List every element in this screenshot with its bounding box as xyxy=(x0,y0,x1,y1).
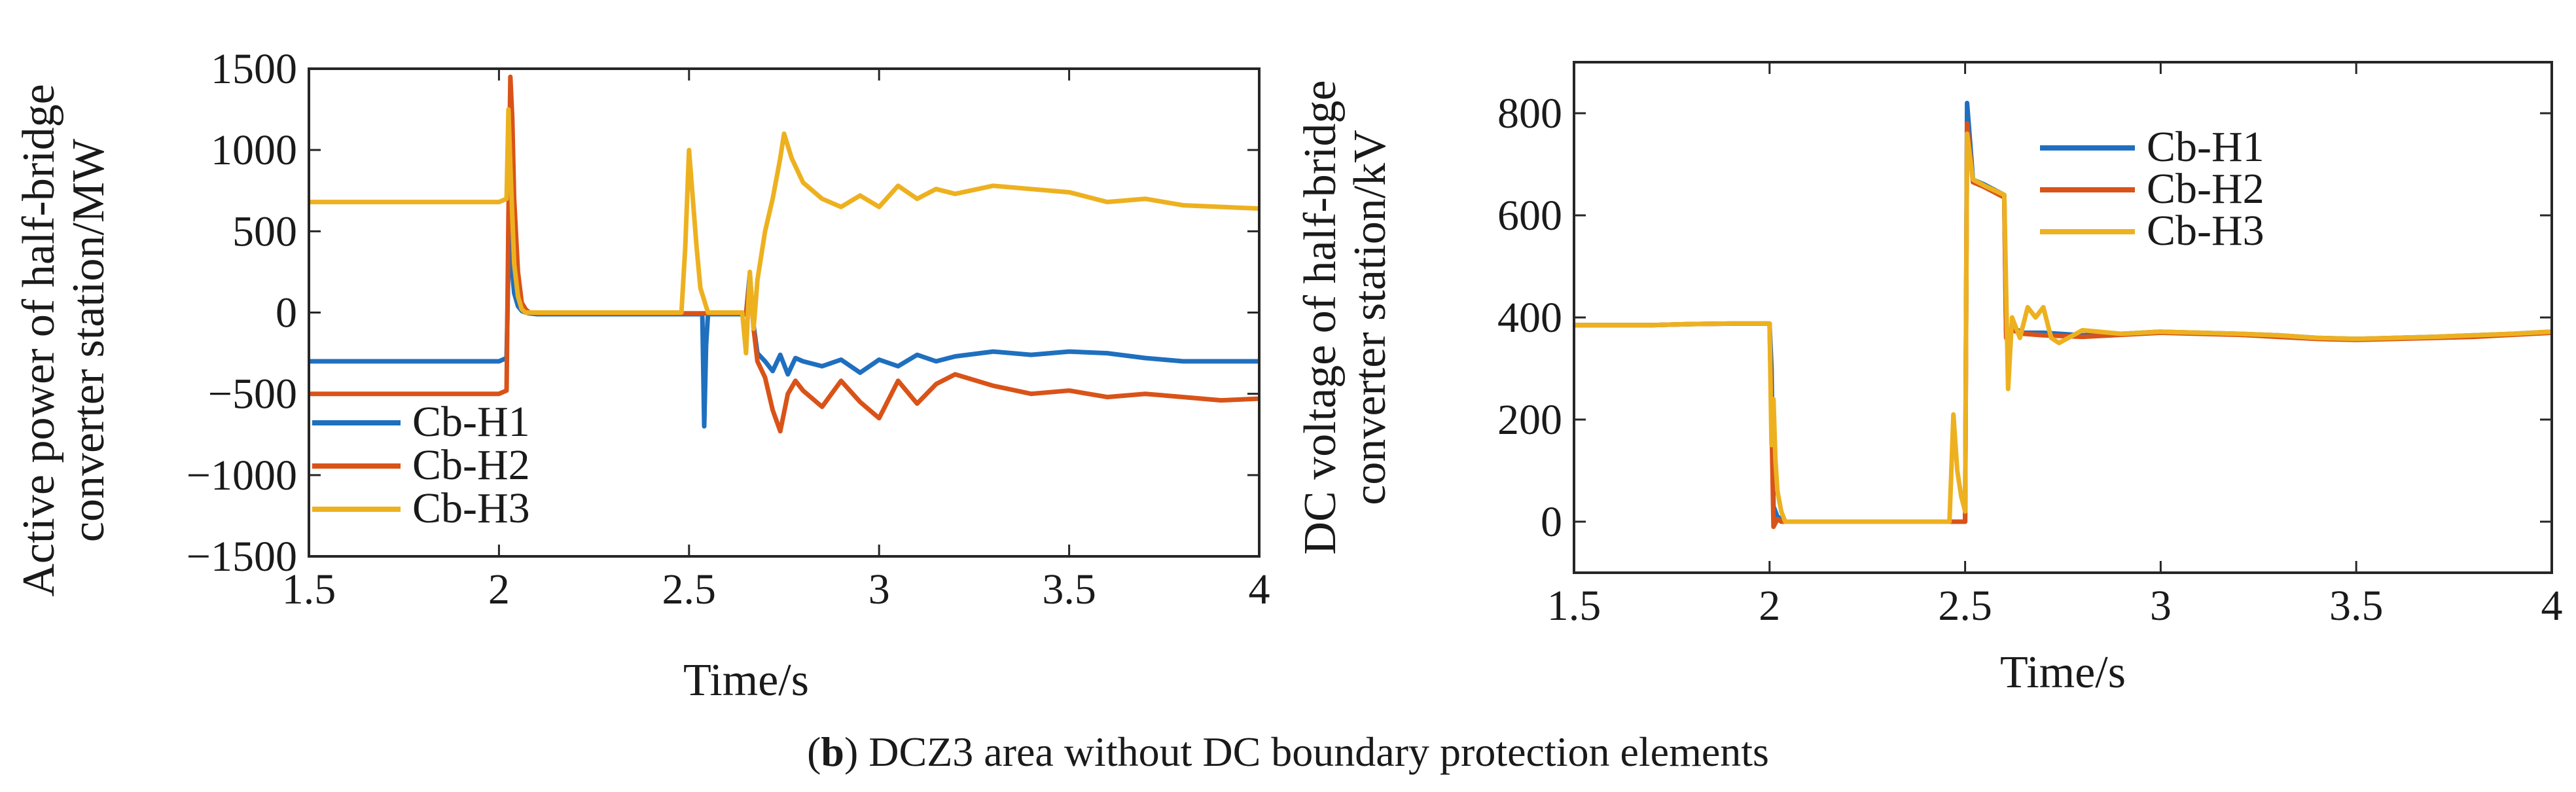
y-axis-label-line2: converter station/MW xyxy=(63,139,114,542)
y-axis-label-line1: DC voltage of half-bridge xyxy=(1295,80,1346,554)
x-tick-label: 2.5 xyxy=(662,566,717,613)
x-tick-label: 2 xyxy=(1759,582,1780,630)
y-tick-label: 1000 xyxy=(211,126,297,174)
y-tick-label: 500 xyxy=(232,207,297,255)
figure-caption: (b) DCZ3 area without DC boundary protec… xyxy=(807,729,1769,775)
y-tick-label: 1500 xyxy=(211,45,297,93)
series-group xyxy=(1574,100,2552,530)
caption-close-paren: ) xyxy=(844,729,858,775)
y-tick-labels: 0 200 400 600 800 xyxy=(1497,90,1562,546)
series-line-cb-h3 xyxy=(309,107,1259,356)
legend-label-cb-h2: Cb-H2 xyxy=(2147,165,2264,213)
plot-area xyxy=(1574,62,2552,573)
x-tick-label: 3 xyxy=(2150,582,2172,630)
x-tick-label: 1.5 xyxy=(282,566,336,613)
x-tick-labels: 1.5 2 2.5 3 3.5 4 xyxy=(282,566,1270,613)
series-group xyxy=(309,74,1259,434)
y-tick-label: 600 xyxy=(1497,192,1562,240)
y-tick-label: 0 xyxy=(1541,498,1562,546)
x-tick-label: 4 xyxy=(2541,582,2563,630)
y-tick-label: −1500 xyxy=(187,533,297,581)
chart-active-power: 1.5 2 2.5 3 3.5 4 −1500−1000−500050010001500 … xyxy=(14,45,1270,706)
caption-panel-letter: b xyxy=(821,729,844,775)
y-axis-label: DC voltage of half-bridge converter stat… xyxy=(1295,80,1395,554)
x-tick-label: 3.5 xyxy=(2329,582,2384,630)
x-tick-label: 3 xyxy=(868,566,890,613)
x-tick-label: 2.5 xyxy=(1938,582,1992,630)
y-axis-label: Active power of half-bridge converter st… xyxy=(14,84,114,596)
legend-label-cb-h3: Cb-H3 xyxy=(2147,207,2264,255)
x-axis-label: Time/s xyxy=(2000,647,2126,698)
x-axis-label: Time/s xyxy=(683,655,809,706)
y-tick-label: 200 xyxy=(1497,396,1562,444)
y-tick-labels: −1500 −1000 −500 0 500 1000 1500 xyxy=(187,45,297,581)
y-tick-label: 0 xyxy=(276,289,297,337)
x-tick-label: 3.5 xyxy=(1042,566,1096,613)
y-tick-label: 800 xyxy=(1497,90,1562,137)
x-tick-label: 2 xyxy=(488,566,510,613)
plot-frame xyxy=(1573,61,2553,574)
y-tick-label: −500 xyxy=(208,370,297,418)
x-tick-label: 4 xyxy=(1249,566,1270,613)
x-tick-labels: 1.5 2 2.5 3 3.5 4 xyxy=(1547,582,2563,630)
legend-label-cb-h1: Cb-H1 xyxy=(412,398,530,446)
plot-frame xyxy=(308,67,1261,558)
legend-label-cb-h3: Cb-H3 xyxy=(412,484,530,532)
caption-open-paren: ( xyxy=(807,729,821,775)
y-axis-label-line2: converter station/kV xyxy=(1345,130,1395,505)
caption-text: DCZ3 area without DC boundary protection… xyxy=(858,729,1769,775)
x-tick-label: 1.5 xyxy=(1547,582,1601,630)
plot-area xyxy=(309,69,1259,556)
y-tick-label: −1000 xyxy=(187,452,297,499)
legend-label-cb-h1: Cb-H1 xyxy=(2147,123,2264,171)
legend-label-cb-h2: Cb-H2 xyxy=(412,441,530,489)
chart-dc-voltage: 1.5 2 2.5 3 3.5 4 0 200 400 600 800 Time/s DC vol… xyxy=(1295,61,2563,698)
series-line-cb-h3 xyxy=(1574,131,2552,524)
y-tick-label: 400 xyxy=(1497,294,1562,342)
y-axis-label-line1: Active power of half-bridge xyxy=(14,84,64,596)
